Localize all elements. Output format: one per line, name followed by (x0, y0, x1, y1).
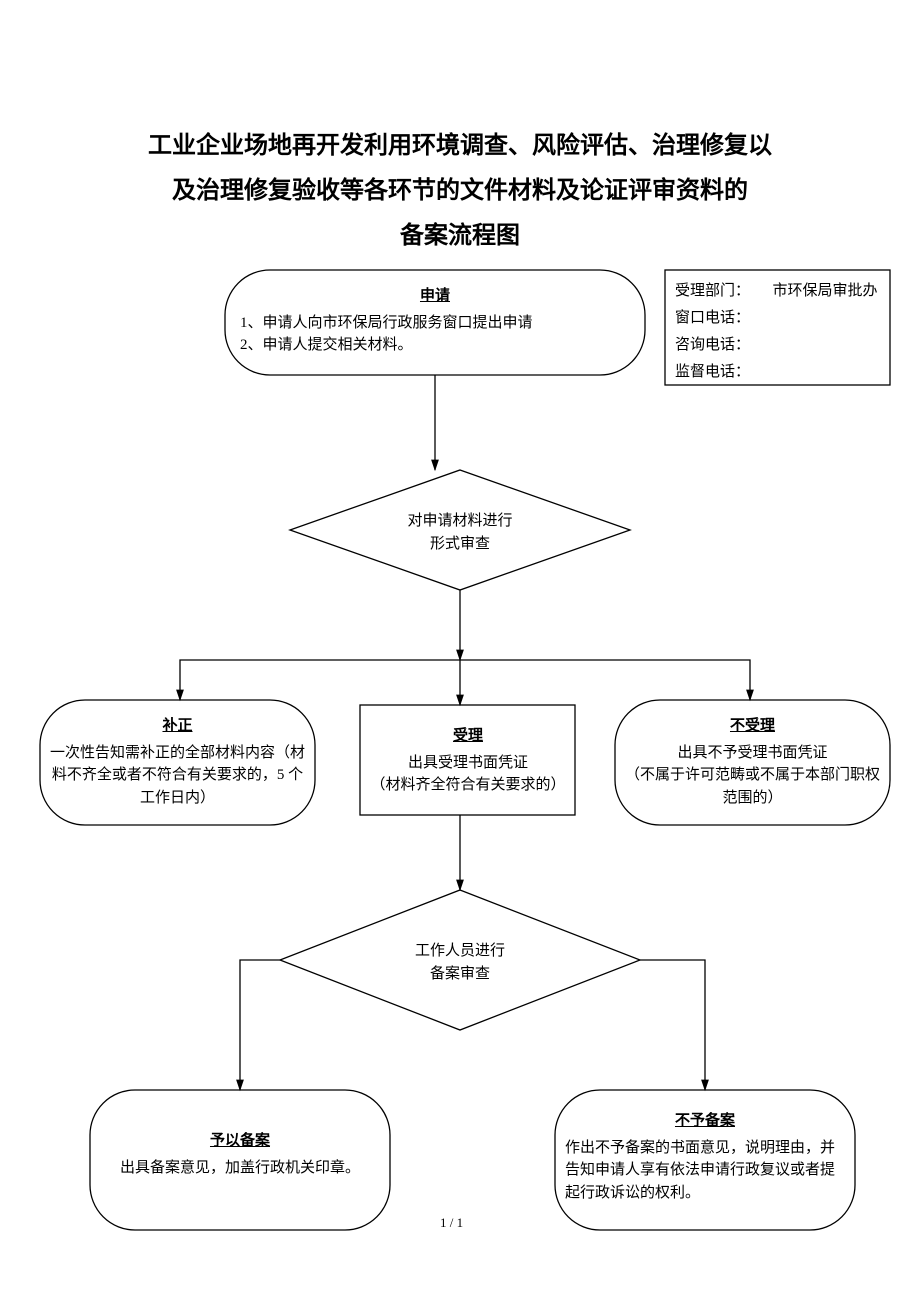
file-no-text: 不予备案 作出不予备案的书面意见，说明理由，并告知申请人享有依法申请行政复议或者… (565, 1110, 845, 1204)
review1-line2: 形式审查 (430, 536, 490, 552)
info-box-text: 受理部门： 市环保局审批办 窗口电话： 咨询电话： 监督电话： (675, 278, 885, 386)
accept-title: 受理 (368, 725, 568, 748)
accept-text: 受理 出具受理书面凭证 （材料齐全符合有关要求的） (368, 725, 568, 797)
review1-line1: 对申请材料进行 (407, 513, 512, 529)
info-line4: 监督电话： (675, 359, 885, 386)
file-no-body: 作出不予备案的书面意见，说明理由，并告知申请人享有依法申请行政复议或者提起行政诉… (565, 1140, 835, 1201)
correct-title: 补正 (50, 715, 305, 738)
reject-text: 不受理 出具不予受理书面凭证 （不属于许可范畴或不属于本部门职权范围的） (625, 715, 880, 809)
review1-text: 对申请材料进行 形式审查 (360, 510, 560, 555)
apply-title: 申请 (240, 285, 630, 308)
correct-body: 一次性告知需补正的全部材料内容（材料不齐全或者不符合有关要求的，5 个工作日内） (50, 745, 305, 806)
correct-text: 补正 一次性告知需补正的全部材料内容（材料不齐全或者不符合有关要求的，5 个工作… (50, 715, 305, 809)
apply-body1: 1、申请人向市环保局行政服务窗口提出申请 (240, 315, 533, 331)
accept-body: 出具受理书面凭证 （材料齐全符合有关要求的） (370, 755, 565, 794)
apply-body2: 2、申请人提交相关材料。 (240, 337, 413, 353)
info-line3: 咨询电话： (675, 332, 885, 359)
reject-body: 出具不予受理书面凭证 （不属于许可范畴或不属于本部门职权范围的） (625, 745, 880, 806)
review2-line2: 备案审查 (430, 966, 490, 982)
info-line1: 受理部门： 市环保局审批办 (675, 278, 885, 305)
page-number: 1 / 1 (440, 1215, 463, 1231)
review2-text: 工作人员进行 备案审查 (360, 940, 560, 985)
reject-title: 不受理 (625, 715, 880, 738)
review2-line1: 工作人员进行 (415, 943, 505, 959)
file-yes-body: 出具备案意见，加盖行政机关印章。 (120, 1160, 360, 1176)
file-yes-text: 予以备案 出具备案意见，加盖行政机关印章。 (100, 1130, 380, 1179)
flowchart-svg (0, 0, 920, 1302)
file-no-title: 不予备案 (565, 1110, 845, 1133)
file-yes-title: 予以备案 (100, 1130, 380, 1153)
apply-node-text: 申请 1、申请人向市环保局行政服务窗口提出申请 2、申请人提交相关材料。 (240, 285, 630, 357)
info-line2: 窗口电话： (675, 305, 885, 332)
